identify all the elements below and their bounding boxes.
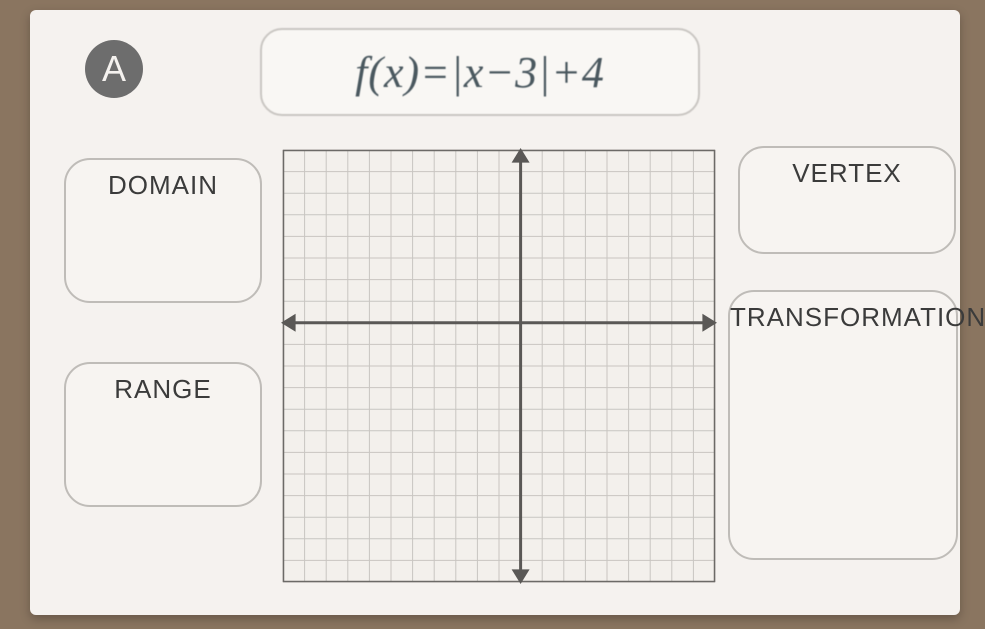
coordinate-grid[interactable] bbox=[283, 150, 715, 582]
coordinate-grid-svg bbox=[283, 150, 715, 582]
transformations-card[interactable]: TRANSFORMATIONS bbox=[728, 290, 958, 560]
domain-label: DOMAIN bbox=[66, 170, 260, 201]
vertex-label: VERTEX bbox=[740, 158, 954, 189]
function-formula-text: f(x)=|x−3|+4 bbox=[355, 47, 605, 98]
problem-badge: A bbox=[85, 40, 143, 98]
range-label: RANGE bbox=[66, 374, 260, 405]
worksheet-sheet: A f(x)=|x−3|+4 DOMAIN RANGE VERTEX TRANS… bbox=[30, 10, 960, 615]
vertex-card[interactable]: VERTEX bbox=[738, 146, 956, 254]
transformations-label: TRANSFORMATIONS bbox=[730, 302, 956, 333]
function-formula-box: f(x)=|x−3|+4 bbox=[260, 28, 700, 116]
domain-card[interactable]: DOMAIN bbox=[64, 158, 262, 303]
range-card[interactable]: RANGE bbox=[64, 362, 262, 507]
problem-badge-letter: A bbox=[102, 48, 126, 90]
